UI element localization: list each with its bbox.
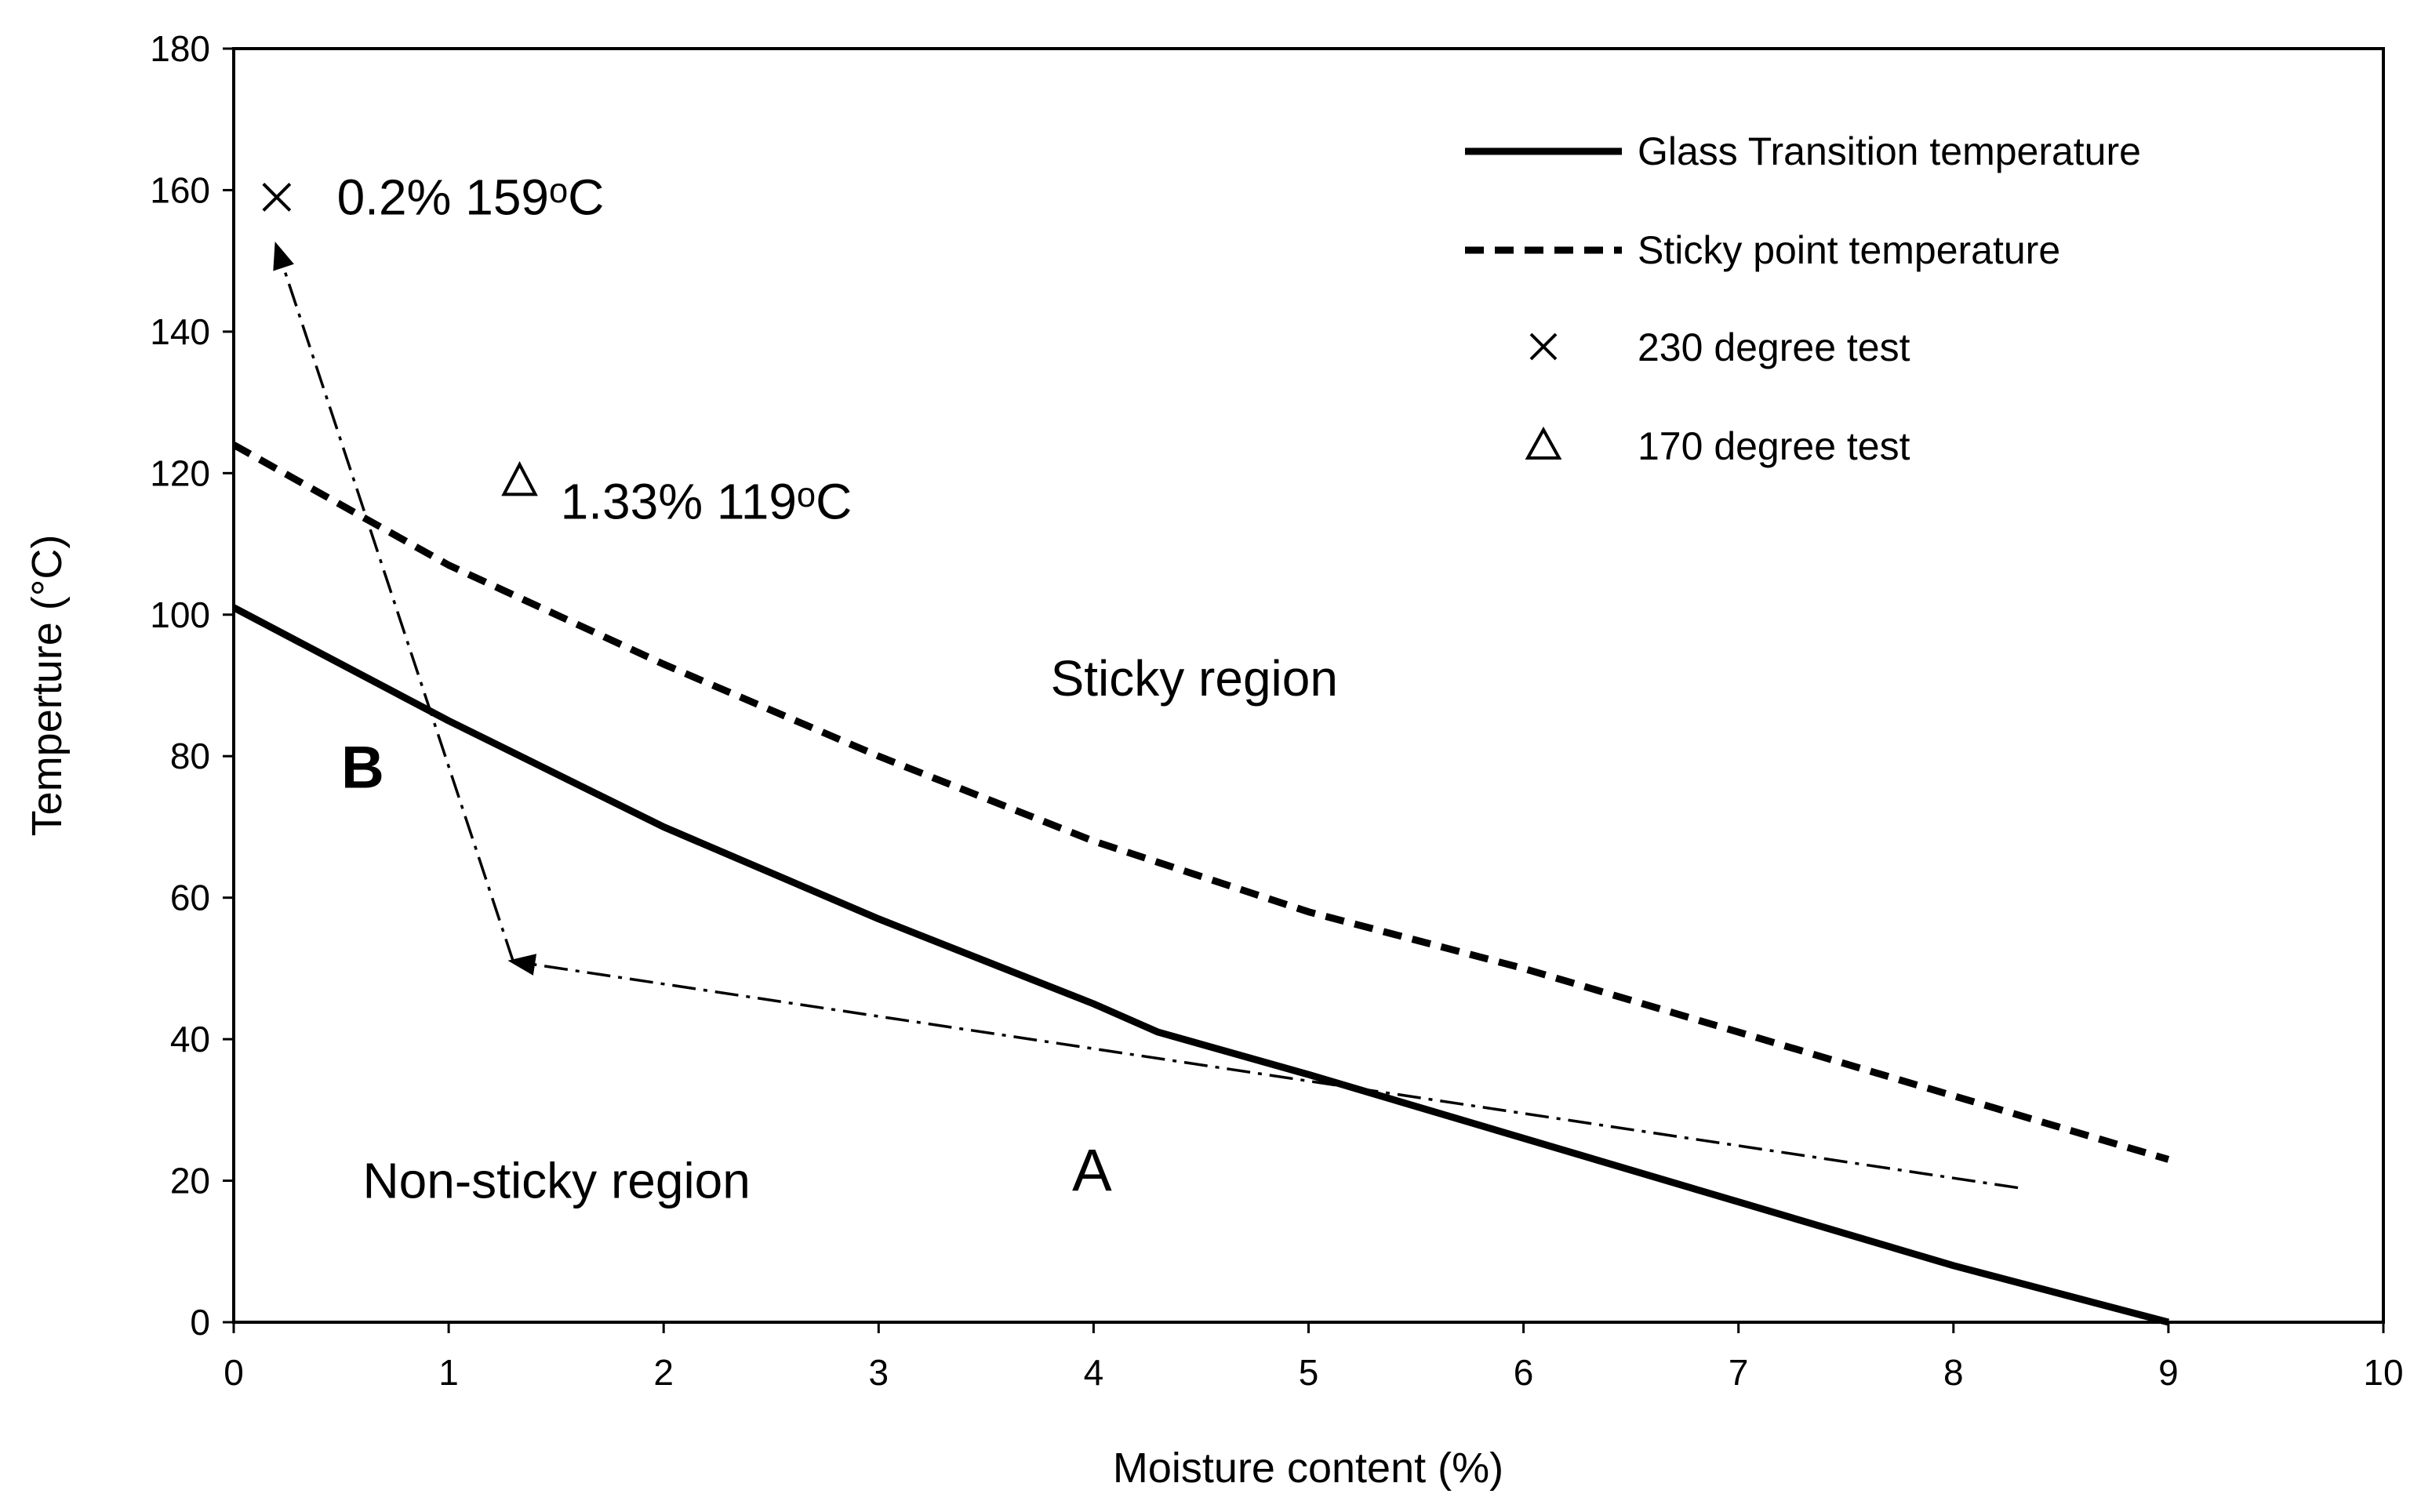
annotation-sticky-region: Sticky region	[1051, 650, 1338, 707]
legend-label-170-test: 170 degree test	[1638, 424, 1910, 468]
y-tick-label: 0	[190, 1302, 210, 1343]
x-tick-label: 5	[1299, 1352, 1319, 1393]
legend: Glass Transition temperature Sticky poin…	[1465, 129, 2141, 468]
x-tick-label: 6	[1514, 1352, 1534, 1393]
sticky-point-line	[231, 442, 2170, 1163]
y-axis: 0 20 40 60 80 100 120 140 160 180	[150, 28, 234, 1343]
process-path	[273, 241, 2019, 1190]
annotation-x-point: 0.2% 159ᵒC	[337, 169, 605, 225]
glass-transition-line	[231, 604, 2170, 1326]
annotation-triangle-point: 1.33% 119ᵒC	[561, 473, 852, 529]
x-axis-title: Moisture content (%)	[1113, 1445, 1503, 1492]
y-axis-title: Temperture (°C)	[24, 535, 71, 837]
x-tick-label: 1	[438, 1352, 459, 1393]
legend-label-230-test: 230 degree test	[1638, 325, 1910, 369]
y-tick-label: 120	[150, 453, 210, 493]
x-tick-label: 8	[1943, 1352, 1964, 1393]
x-tick-label: 7	[1729, 1352, 1749, 1393]
x-marker-icon	[262, 183, 292, 212]
legend-label-glass-transition: Glass Transition temperature	[1638, 129, 2141, 173]
x-tick-label: 0	[224, 1352, 244, 1393]
test-points	[262, 183, 538, 496]
x-tick-label: 4	[1084, 1352, 1104, 1393]
annotation-label-b: B	[341, 734, 384, 801]
series-layer	[231, 442, 2170, 1326]
x-axis: 0 1 2 3 4 5 6 7 8 9 10	[224, 1322, 2404, 1393]
y-tick-label: 40	[170, 1019, 210, 1059]
y-tick-label: 80	[170, 736, 210, 776]
y-tick-label: 20	[170, 1161, 210, 1201]
x-tick-label: 2	[653, 1352, 674, 1393]
legend-label-sticky-point: Sticky point temperature	[1638, 228, 2060, 272]
process-path-segment-1	[507, 954, 2019, 1190]
legend-marker-triangle-icon	[1525, 426, 1562, 460]
y-tick-label: 180	[150, 28, 210, 69]
triangle-marker-icon	[501, 461, 538, 496]
x-tick-label: 9	[2158, 1352, 2179, 1393]
annotation-non-sticky-region: Non-sticky region	[362, 1153, 750, 1209]
y-tick-label: 140	[150, 311, 210, 352]
y-tick-label: 100	[150, 594, 210, 635]
x-tick-label: 3	[869, 1352, 889, 1393]
annotations: 0.2% 159ᵒC 1.33% 119ᵒC Sticky region Non-st…	[337, 169, 1338, 1209]
x-tick-label: 10	[2363, 1352, 2403, 1393]
process-path-segment-2	[273, 241, 514, 962]
legend-marker-x-icon	[1529, 333, 1558, 361]
y-tick-label: 60	[170, 878, 210, 918]
annotation-label-a: A	[1072, 1138, 1112, 1205]
y-tick-label: 160	[150, 169, 210, 210]
